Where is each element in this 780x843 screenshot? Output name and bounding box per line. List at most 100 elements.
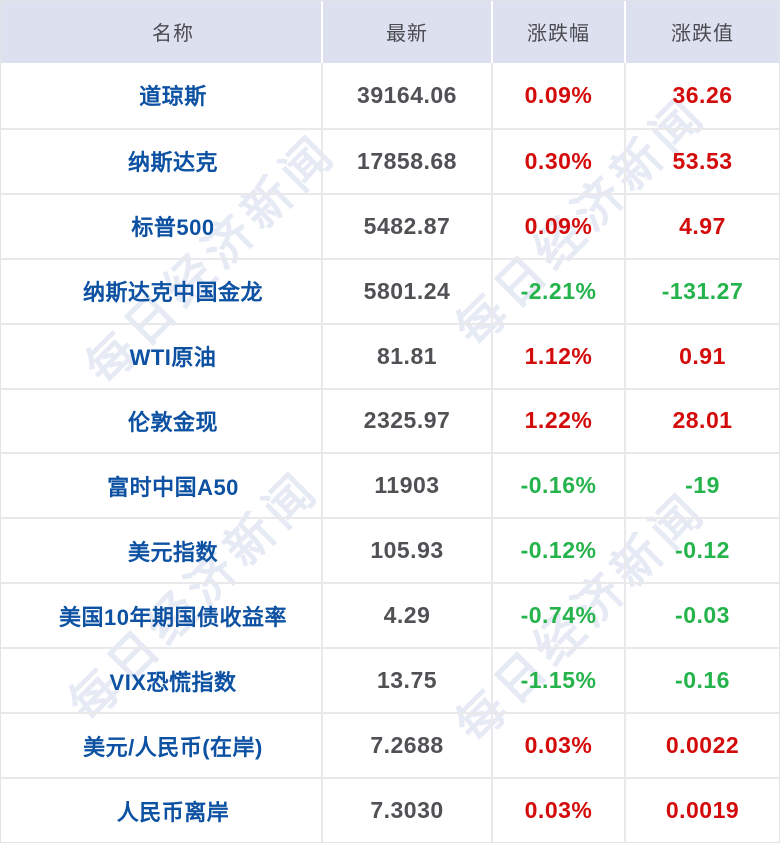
instrument-name: VIX恐慌指数 (109, 669, 237, 695)
last-price: 5801.24 (363, 277, 451, 304)
column-header: 最新 (386, 23, 428, 46)
change-percent: -0.12% (520, 537, 597, 564)
cell-last: 5801.24 (323, 259, 493, 323)
cell-chg: 28.01 (626, 390, 779, 453)
cell-name: 道琼斯 (1, 62, 323, 128)
cell-chg: 0.0019 (626, 779, 779, 842)
instrument-name: 美国10年期国债收益率 (59, 604, 287, 630)
last-price: 17858.68 (357, 147, 457, 174)
cell-last: 105.93 (323, 519, 493, 583)
header-cell-last: 最新 (323, 1, 493, 63)
cell-name: 美国10年期国债收益率 (1, 584, 323, 648)
last-price: 11903 (374, 472, 440, 499)
cell-name: 美元/人民币(在岸) (1, 714, 323, 778)
last-price: 7.3030 (370, 797, 444, 824)
cell-pct: 0.03% (493, 779, 626, 842)
cell-chg: 0.0022 (626, 714, 779, 777)
table-row: 伦敦金现 2325.97 1.22% 28.01 (1, 387, 779, 453)
change-percent: 0.30% (524, 147, 593, 174)
table-row: VIX恐慌指数 13.75 -1.15% -0.16 (1, 647, 779, 713)
change-value: 0.91 (679, 342, 726, 369)
change-percent: 0.03% (524, 732, 593, 759)
header-cell-pct: 涨跌幅 (493, 1, 626, 63)
cell-pct: -0.16% (493, 454, 626, 518)
last-price: 7.2688 (370, 732, 444, 759)
cell-chg: -0.16 (626, 649, 779, 712)
column-header: 名称 (152, 23, 194, 46)
cell-last: 7.3030 (323, 779, 493, 842)
cell-pct: 0.09% (493, 194, 626, 258)
table-row: 美元指数 105.93 -0.12% -0.12 (1, 517, 779, 583)
cell-name: 纳斯达克中国金龙 (1, 259, 323, 323)
change-percent: 1.22% (524, 407, 593, 434)
cell-last: 4.29 (323, 584, 493, 648)
change-percent: -0.74% (520, 602, 597, 629)
table-row: 人民币离岸 7.3030 0.03% 0.0019 (1, 777, 779, 842)
change-percent: -2.21% (520, 277, 597, 304)
table-row: 标普500 5482.87 0.09% 4.97 (1, 192, 779, 258)
cell-name: 人民币离岸 (1, 779, 323, 842)
cell-last: 11903 (323, 454, 493, 518)
change-percent: 0.09% (524, 81, 593, 108)
change-value: -131.27 (661, 277, 744, 304)
cell-chg: -19 (626, 454, 779, 517)
change-value: -19 (685, 472, 720, 499)
table-row: 道琼斯 39164.06 0.09% 36.26 (1, 62, 779, 128)
cell-name: 富时中国A50 (1, 454, 323, 518)
header-cell-name: 名称 (1, 1, 323, 63)
cell-chg: 36.26 (626, 63, 779, 128)
cell-name: WTI原油 (1, 324, 323, 388)
table-row: 美元/人民币(在岸) 7.2688 0.03% 0.0022 (1, 712, 779, 778)
last-price: 2325.97 (363, 407, 451, 434)
instrument-name: 人民币离岸 (116, 799, 230, 825)
cell-name: 标普500 (1, 194, 323, 258)
instrument-name: 纳斯达克 (127, 150, 218, 176)
cell-pct: -0.12% (493, 519, 626, 583)
cell-chg: 0.91 (626, 325, 779, 388)
cell-last: 7.2688 (323, 714, 493, 778)
cell-chg: -0.03 (626, 584, 779, 647)
table-row: 纳斯达克中国金龙 5801.24 -2.21% -131.27 (1, 257, 779, 323)
cell-pct: 0.09% (493, 62, 626, 128)
instrument-name: 富时中国A50 (107, 474, 239, 500)
last-price: 105.93 (370, 537, 444, 564)
cell-name: 纳斯达克 (1, 129, 323, 193)
cell-pct: -1.15% (493, 649, 626, 713)
cell-chg: -0.12 (626, 519, 779, 582)
change-value: 0.0022 (665, 732, 740, 759)
last-price: 5482.87 (363, 212, 451, 239)
cell-pct: 1.12% (493, 324, 626, 388)
column-header: 涨跌幅 (527, 23, 590, 46)
cell-chg: 4.97 (626, 195, 779, 258)
change-percent: -1.15% (520, 667, 597, 694)
change-percent: 1.12% (524, 342, 593, 369)
last-price: 39164.06 (357, 81, 457, 108)
instrument-name: 纳斯达克中国金龙 (82, 280, 263, 306)
instrument-name: 美元指数 (127, 539, 218, 565)
cell-pct: -0.74% (493, 584, 626, 648)
change-value: -0.12 (675, 537, 730, 564)
header-cell-chg: 涨跌值 (626, 1, 779, 63)
cell-name: 伦敦金现 (1, 389, 323, 453)
change-value: -0.03 (675, 602, 730, 629)
change-value: 28.01 (672, 407, 733, 434)
cell-pct: 1.22% (493, 389, 626, 453)
table-row: WTI原油 81.81 1.12% 0.91 (1, 322, 779, 388)
cell-last: 81.81 (323, 324, 493, 388)
cell-pct: -2.21% (493, 259, 626, 323)
cell-pct: 0.03% (493, 714, 626, 778)
cell-last: 13.75 (323, 649, 493, 713)
change-value: 53.53 (672, 147, 733, 174)
table-row: 富时中国A50 11903 -0.16% -19 (1, 452, 779, 518)
instrument-name: 标普500 (131, 215, 215, 241)
cell-chg: 53.53 (626, 130, 779, 193)
column-header: 涨跌值 (671, 23, 734, 46)
cell-last: 5482.87 (323, 194, 493, 258)
change-value: 0.0019 (665, 797, 740, 824)
change-percent: -0.16% (520, 472, 597, 499)
last-price: 13.75 (376, 667, 438, 694)
change-percent: 0.09% (524, 212, 593, 239)
table-header-row: 名称 最新 涨跌幅 涨跌值 (1, 1, 779, 63)
